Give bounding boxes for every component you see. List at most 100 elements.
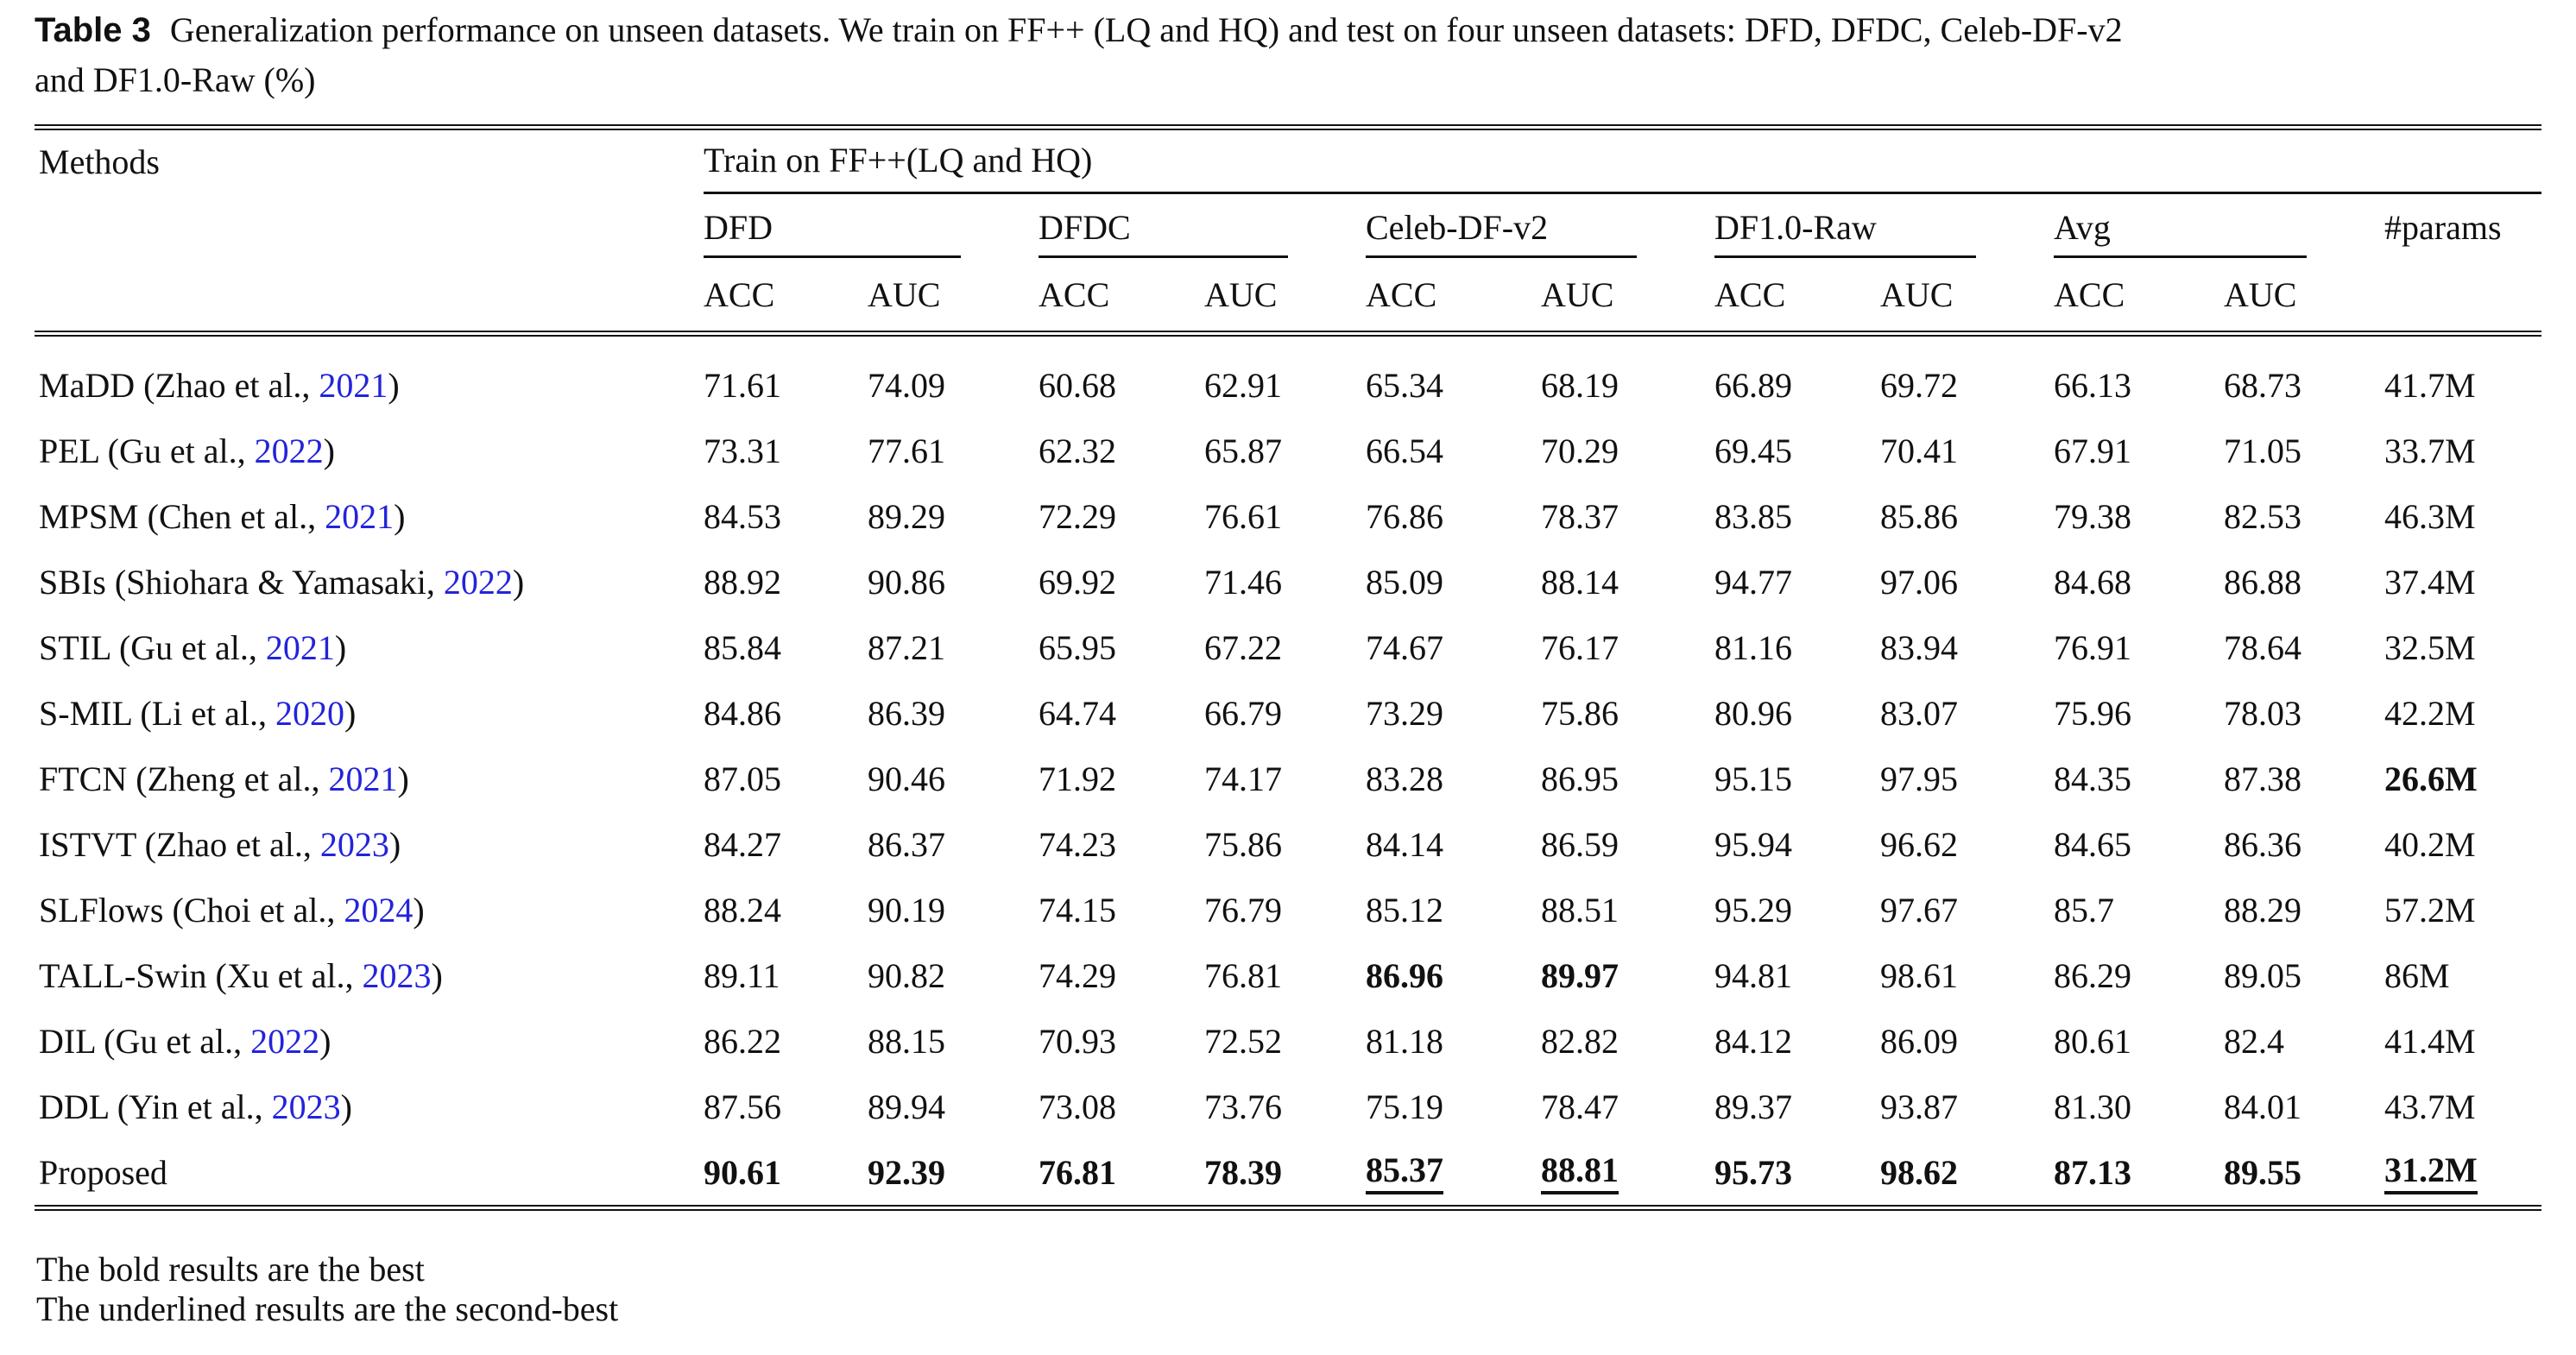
value-cell: 65.95 <box>1039 627 1116 667</box>
value-cell: 90.19 <box>868 890 945 930</box>
citation-year-link[interactable]: 2023 <box>362 955 432 995</box>
value-cell: 62.91 <box>1204 365 1282 405</box>
value-cell: 66.13 <box>2054 365 2131 405</box>
value-cell: 69.92 <box>1039 562 1116 602</box>
value-cell: 90.82 <box>868 955 945 995</box>
footnote-underline: The underlined results are the second-be… <box>36 1289 619 1328</box>
value-cell: 70.93 <box>1039 1021 1116 1061</box>
value-cell: 84.27 <box>704 824 781 864</box>
value-cell: 84.12 <box>1714 1021 1792 1061</box>
value-cell: 86.22 <box>704 1021 781 1061</box>
value-cell: 66.54 <box>1366 431 1443 470</box>
value-cell: 74.67 <box>1366 627 1443 667</box>
value-cell: 97.67 <box>1880 890 1958 930</box>
table-row: STIL (Gu et al., 2021) 85.84 87.21 65.95 67.… <box>35 614 2541 680</box>
table-row: MPSM (Chen et al., 2021) 84.53 89.29 72.29 7… <box>35 483 2541 549</box>
value-cell: 68.73 <box>2224 365 2301 405</box>
value-cell: 85.09 <box>1366 562 1443 602</box>
citation-year-link[interactable]: 2021 <box>328 759 398 798</box>
value-cell: 37.4M <box>2384 562 2476 602</box>
value-cell: 66.79 <box>1204 693 1282 733</box>
value-cell: 71.92 <box>1039 759 1116 798</box>
value-cell: 64.74 <box>1039 693 1116 733</box>
value-cell: 70.41 <box>1880 431 1958 470</box>
table-row: FTCN (Zheng et al., 2021) 87.05 90.46 71.92… <box>35 746 2541 811</box>
value-cell: 87.13 <box>2054 1152 2131 1192</box>
citation-year-link[interactable]: 2024 <box>344 890 414 930</box>
value-cell: 89.55 <box>2224 1152 2301 1192</box>
citation-year-link[interactable]: 2023 <box>271 1087 341 1126</box>
citation-year-link[interactable]: 2022 <box>254 431 324 470</box>
value-cell: 95.73 <box>1714 1152 1792 1192</box>
value-cell: 69.45 <box>1714 431 1792 470</box>
value-cell: 76.81 <box>1039 1152 1116 1192</box>
value-cell: 85.12 <box>1366 890 1443 930</box>
value-cell: 87.56 <box>704 1087 781 1126</box>
value-cell: 73.29 <box>1366 693 1443 733</box>
value-cell: 75.86 <box>1541 693 1619 733</box>
methods-column-header: Methods <box>39 142 160 181</box>
method-cell: DIL (Gu et al., 2022) <box>39 1021 331 1061</box>
value-cell: 71.61 <box>704 365 781 405</box>
metric-header-auc: AUC <box>868 274 941 314</box>
method-cell: PEL (Gu et al., 2022) <box>39 431 335 470</box>
table-row: TALL-Swin (Xu et al., 2023) 89.11 90.82 74.… <box>35 942 2541 1008</box>
value-cell: 78.37 <box>1541 496 1619 536</box>
value-cell: 33.7M <box>2384 431 2476 470</box>
value-cell: 84.68 <box>2054 562 2131 602</box>
value-cell: 89.29 <box>868 496 945 536</box>
value-cell: 32.5M <box>2384 627 2476 667</box>
citation-year-link[interactable]: 2021 <box>265 627 335 667</box>
value-cell: 74.23 <box>1039 824 1116 864</box>
table-row: SLFlows (Choi et al., 2024) 88.24 90.19 74.… <box>35 877 2541 942</box>
value-cell: 88.24 <box>704 890 781 930</box>
value-cell: 95.15 <box>1714 759 1792 798</box>
citation-year-link[interactable]: 2022 <box>250 1021 320 1061</box>
citation-year-link[interactable]: 2023 <box>319 824 389 864</box>
table-caption: Table 3 Generalization performance on uns… <box>35 5 2547 104</box>
value-cell: 89.37 <box>1714 1087 1792 1126</box>
value-cell: 86.36 <box>2224 824 2301 864</box>
value-cell: 81.18 <box>1366 1021 1443 1061</box>
value-cell: 90.86 <box>868 562 945 602</box>
value-cell: 78.39 <box>1204 1152 1282 1192</box>
empty-cell <box>35 192 704 258</box>
value-cell: 73.08 <box>1039 1087 1116 1126</box>
value-cell: 83.28 <box>1366 759 1443 798</box>
method-cell: FTCN (Zheng et al., 2021) <box>39 759 409 798</box>
citation-year-link[interactable]: 2021 <box>319 365 388 405</box>
value-cell: 60.68 <box>1039 365 1116 405</box>
table-number-label: Table 3 <box>35 11 151 49</box>
value-cell: 43.7M <box>2384 1087 2476 1126</box>
metric-header-auc: AUC <box>1880 274 1954 314</box>
value-cell: 66.89 <box>1714 365 1792 405</box>
value-cell: 84.35 <box>2054 759 2131 798</box>
value-cell: 41.7M <box>2384 365 2476 405</box>
table-top-rule <box>35 124 2541 130</box>
value-cell: 87.05 <box>704 759 781 798</box>
method-cell: TALL-Swin (Xu et al., 2023) <box>39 955 443 995</box>
method-cell: DDL (Yin et al., 2023) <box>39 1087 352 1126</box>
table-body: MaDD (Zhao et al., 2021) 71.61 74.09 60.68 6… <box>35 337 2541 1205</box>
value-cell: 90.61 <box>704 1152 781 1192</box>
value-cell: 84.14 <box>1366 824 1443 864</box>
value-cell: 80.96 <box>1714 693 1792 733</box>
metric-header-auc: AUC <box>1541 274 1614 314</box>
value-cell: 40.2M <box>2384 824 2476 864</box>
value-cell: 84.01 <box>2224 1087 2301 1126</box>
metric-header-auc: AUC <box>2224 274 2297 314</box>
citation-year-link[interactable]: 2020 <box>275 693 345 733</box>
method-cell: MPSM (Chen et al., 2021) <box>39 496 406 536</box>
value-cell: 42.2M <box>2384 693 2476 733</box>
citation-year-link[interactable]: 2022 <box>443 562 513 602</box>
metric-header-acc: ACC <box>1039 274 1110 314</box>
value-cell: 26.6M <box>2384 759 2478 798</box>
value-cell: 78.64 <box>2224 627 2301 667</box>
table-bottom-rule <box>35 1205 2541 1211</box>
value-cell: 86.39 <box>868 693 945 733</box>
citation-year-link[interactable]: 2021 <box>325 496 395 536</box>
method-cell: SLFlows (Choi et al., 2024) <box>39 890 425 930</box>
value-cell: 84.86 <box>704 693 781 733</box>
value-cell: 90.46 <box>868 759 945 798</box>
table-row: PEL (Gu et al., 2022) 73.31 77.61 62.32 65.8… <box>35 418 2541 483</box>
